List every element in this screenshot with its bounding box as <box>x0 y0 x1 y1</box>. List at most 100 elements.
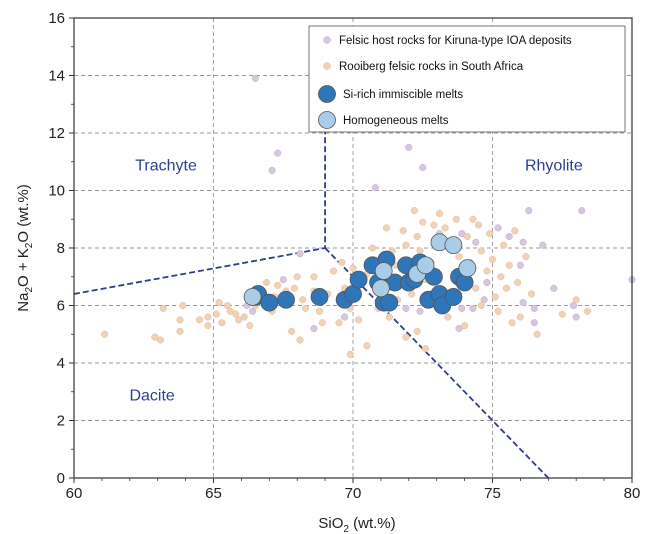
rooiberg-point <box>452 215 460 223</box>
y-tick-label: 2 <box>57 413 65 430</box>
kiruna-point <box>472 238 480 246</box>
rooiberg-point <box>156 336 165 344</box>
rooiberg-point <box>475 221 483 229</box>
rooiberg-point <box>522 253 530 261</box>
field-label-dacite: Dacite <box>129 387 174 404</box>
field-labels: Trachyte Rhyolite Dacite <box>129 157 582 404</box>
x-tick-label: 60 <box>66 485 83 502</box>
rooiberg-point <box>421 345 430 353</box>
rooiberg-point <box>335 319 343 327</box>
rooiberg-point <box>223 301 231 310</box>
legend-marker-si-rich <box>318 85 336 103</box>
si-rich-melt-point <box>260 293 279 312</box>
rooiberg-point <box>368 244 377 252</box>
kiruna-point <box>494 224 502 232</box>
kiruna-point <box>519 299 527 307</box>
rooiberg-point <box>290 284 298 292</box>
kiruna-point <box>371 184 379 192</box>
axis-ticks: 60 65 70 75 80 0 2 4 6 8 10 12 14 16 <box>48 10 640 502</box>
rooiberg-point <box>455 253 463 261</box>
rooiberg-point <box>413 232 421 241</box>
homogeneous-melt-point <box>243 287 262 306</box>
rooiberg-point <box>349 264 357 272</box>
rooiberg-point <box>435 209 444 218</box>
kiruna-point <box>279 276 287 284</box>
homogeneous-melt-point <box>444 236 463 255</box>
legend-label-homogeneous: Homogeneous melts <box>343 115 449 127</box>
legend-marker-homogeneous <box>318 111 336 129</box>
si-rich-melt-point <box>349 270 368 289</box>
rooiberg-point <box>408 290 416 298</box>
y-tick-label: 0 <box>57 470 65 487</box>
kiruna-point <box>539 241 547 249</box>
rooiberg-point <box>402 241 410 249</box>
rooiberg-point <box>497 273 505 281</box>
kiruna-point <box>480 296 488 304</box>
kiruna-point <box>419 163 427 172</box>
rooiberg-point <box>318 319 326 327</box>
kiruna-point <box>458 304 466 312</box>
rooiberg-point <box>410 207 418 215</box>
rooiberg-point <box>385 313 393 321</box>
kiruna-point <box>519 238 527 246</box>
kiruna-point <box>572 313 580 321</box>
rooiberg-point <box>463 232 471 241</box>
rooiberg-point <box>508 319 516 327</box>
homogeneous-melt-point <box>371 279 390 298</box>
rooiberg-point <box>430 221 438 229</box>
kiruna-point <box>516 261 524 269</box>
rooiberg-point <box>477 247 485 255</box>
legend-box <box>308 25 626 133</box>
si-rich-melt-point <box>444 287 463 306</box>
x-tick-label: 80 <box>624 485 641 502</box>
rooiberg-point <box>399 227 407 235</box>
si-rich-melt-point <box>310 287 329 306</box>
rooiberg-point <box>441 224 449 232</box>
rooiberg-point <box>488 255 497 264</box>
kiruna-point <box>416 307 424 315</box>
kiruna-point <box>505 232 513 241</box>
rooiberg-point <box>514 278 522 287</box>
rooiberg-point <box>500 241 508 249</box>
rooiberg-point <box>477 301 485 310</box>
rooiberg-point <box>196 316 204 324</box>
rooiberg-point <box>274 281 282 289</box>
si-rich-melt-point <box>277 290 295 309</box>
rooiberg-point <box>159 304 167 312</box>
rooiberg-point <box>215 299 223 307</box>
x-tick-label: 70 <box>345 485 362 502</box>
homogeneous-melt-point <box>416 256 435 275</box>
rooiberg-point <box>310 273 318 281</box>
y-tick-label: 14 <box>48 68 65 85</box>
homogeneous-melt-point <box>458 259 477 278</box>
y-tick-label: 10 <box>48 183 65 200</box>
kiruna-point <box>341 313 349 321</box>
rooiberg-point <box>494 307 502 315</box>
rooiberg-point <box>419 218 427 226</box>
rooiberg-point <box>176 316 184 324</box>
rooiberg-point <box>246 322 254 330</box>
rooiberg-point <box>204 313 212 321</box>
kiruna-point <box>458 230 466 238</box>
rooiberg-point <box>302 304 310 312</box>
rooiberg-point <box>288 327 296 335</box>
y-tick-label: 16 <box>48 10 65 27</box>
rooiberg-point <box>212 310 220 318</box>
rooiberg-point <box>226 307 234 315</box>
rooiberg-point <box>101 330 109 338</box>
rooiberg-point <box>346 350 354 358</box>
kiruna-point <box>310 324 318 333</box>
kiruna-point <box>251 74 259 82</box>
rooiberg-point <box>240 313 248 321</box>
rooiberg-point <box>472 284 480 292</box>
kiruna-point <box>249 307 257 315</box>
legend-marker-rooiberg <box>323 62 331 70</box>
homogeneous-melt-point <box>374 262 393 280</box>
rooiberg-point <box>483 267 491 275</box>
rooiberg-point <box>235 316 243 324</box>
rooiberg-point <box>355 316 363 324</box>
rooiberg-point <box>491 293 499 301</box>
field-boundaries <box>73 121 549 479</box>
kiruna-point <box>530 304 538 312</box>
x-tick-label: 65 <box>205 485 222 502</box>
